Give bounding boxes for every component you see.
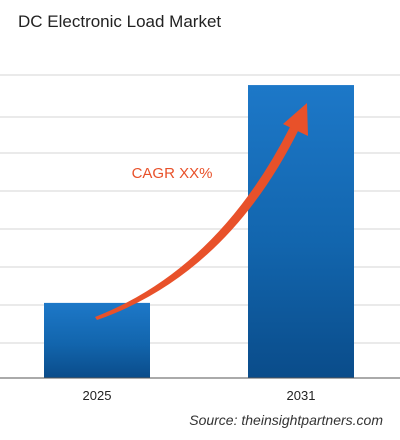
x-tick-label: 2025 [83,388,112,403]
x-tick-labels: 2025 2031 [83,388,316,403]
bar-2031 [248,85,354,379]
bars [44,85,354,379]
growth-arrow [95,103,308,320]
source-label: Source: theinsightpartners.com [189,412,383,428]
chart-title: DC Electronic Load Market [18,12,222,31]
arrow-head [283,103,308,136]
x-tick-label: 2031 [287,388,316,403]
cagr-annotation: CAGR XX% [132,165,213,182]
bar-2025 [44,302,150,378]
